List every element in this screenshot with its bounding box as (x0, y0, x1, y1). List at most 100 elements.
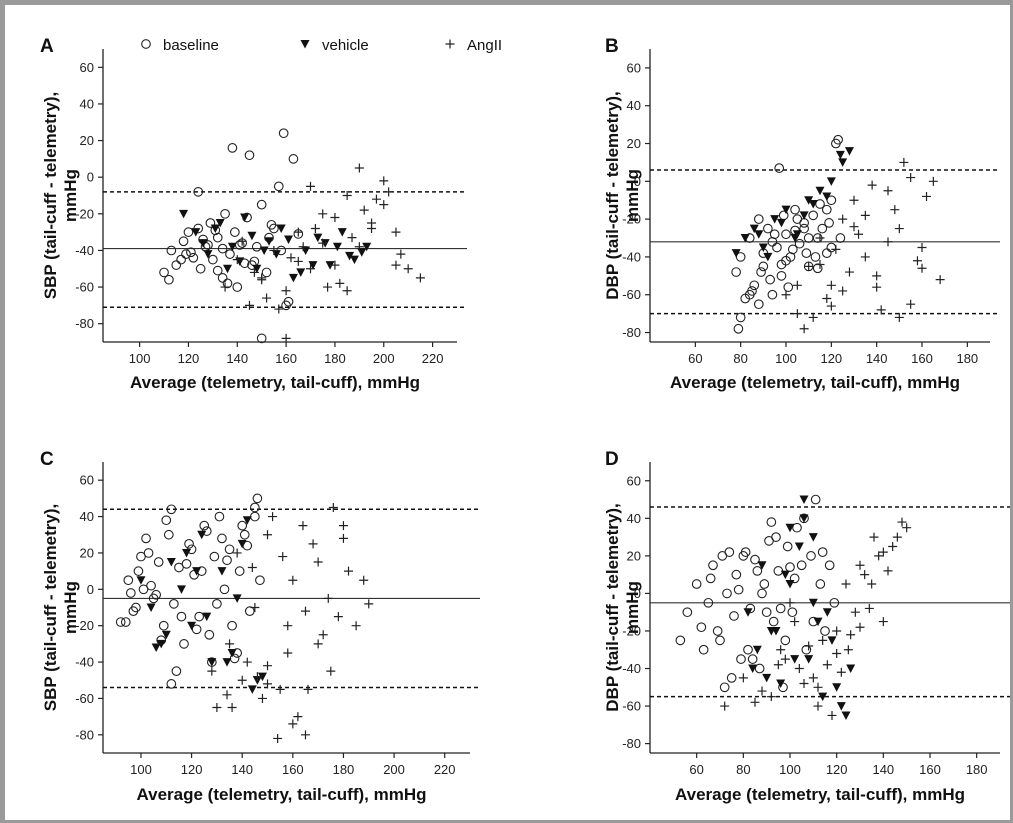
data-point-angii (912, 256, 922, 266)
data-point-angii (867, 180, 877, 190)
data-point-baseline (785, 562, 795, 572)
y-axis-title: SBP (tail-cuff - telemetry),mmHg (41, 92, 80, 300)
legend-label-angii: AngII (467, 37, 502, 54)
data-point-baseline (208, 254, 218, 265)
data-point-angii (351, 621, 361, 631)
data-point-baseline (252, 493, 263, 504)
data-point-vehicle (182, 548, 192, 558)
y-tick-label: -20 (622, 212, 641, 227)
y-tick-label: 40 (627, 511, 641, 526)
x-tick-label: 60 (689, 762, 703, 777)
data-point-baseline (179, 639, 189, 649)
data-point-vehicle (731, 249, 741, 258)
data-point-baseline (750, 554, 760, 565)
legend-label-baseline: baseline (163, 37, 219, 54)
y-tick-label: 0 (634, 174, 641, 189)
data-point-vehicle (804, 655, 814, 664)
series-baseline (159, 128, 304, 344)
data-point-angii (318, 238, 328, 248)
data-point-vehicle (247, 231, 257, 241)
data-point-baseline (757, 588, 767, 599)
data-point-angii (330, 260, 340, 270)
data-point-vehicle (836, 702, 846, 711)
data-point-angii (720, 701, 730, 711)
data-point-angii (300, 606, 310, 616)
data-point-baseline (161, 515, 172, 526)
data-point-angii (300, 730, 310, 740)
data-point-vehicle (808, 533, 818, 542)
x-tick-label: 200 (373, 351, 395, 366)
data-point-vehicle (804, 196, 814, 205)
data-point-vehicle (799, 514, 809, 523)
x-tick-label: 80 (736, 762, 750, 777)
data-point-angii (872, 282, 882, 292)
data-point-baseline (125, 588, 136, 598)
data-point-angii (313, 639, 323, 649)
data-point-angii (275, 684, 285, 694)
data-point-baseline (776, 259, 787, 270)
data-point-baseline (829, 597, 840, 608)
data-point-baseline (712, 626, 723, 636)
data-point-vehicle (357, 248, 367, 257)
data-point-baseline (225, 249, 235, 259)
data-point-baseline (266, 219, 277, 230)
data-point-baseline (696, 622, 707, 633)
data-point-angii (869, 532, 879, 542)
data-point-vehicle (770, 215, 780, 224)
data-point-baseline (174, 562, 184, 573)
data-point-baseline (176, 254, 186, 265)
data-point-angii (344, 566, 354, 576)
data-point-vehicle (740, 234, 750, 243)
data-point-baseline (743, 644, 753, 655)
data-point-baseline (222, 555, 232, 566)
data-point-angii (371, 194, 381, 204)
data-point-vehicle (780, 570, 790, 580)
data-point-angii (310, 223, 320, 233)
data-point-angii (354, 242, 364, 252)
y-tick-label: 20 (627, 136, 641, 151)
x-tick-label: 180 (333, 762, 355, 777)
data-point-vehicle (790, 234, 800, 243)
data-point-angii (822, 294, 832, 304)
x-tick-label: 60 (688, 351, 702, 366)
series-angii (220, 163, 425, 343)
data-point-baseline (141, 533, 151, 544)
data-point-vehicle (794, 542, 804, 551)
data-point-vehicle (752, 645, 762, 655)
data-point-vehicle (827, 636, 837, 645)
x-tick-label: 160 (282, 762, 304, 777)
data-point-angii (379, 200, 389, 210)
y-tick-label: -40 (622, 661, 641, 676)
data-point-vehicle (813, 617, 823, 627)
data-point-baseline (191, 624, 202, 635)
data-point-vehicle (215, 218, 225, 228)
data-point-baseline (761, 607, 772, 618)
data-point-angii (781, 290, 791, 300)
data-point-baseline (736, 654, 746, 664)
data-point-baseline (237, 520, 248, 531)
panel-D: D -80 -60 -40 -20 0 20 40 60 60 80 100 120 140 160 180A… (603, 449, 1010, 804)
data-point-angii (815, 233, 825, 243)
data-point-angii (313, 557, 323, 567)
y-tick-label: 40 (80, 96, 94, 111)
y-axis-title: SBP (tail-cuff - telemetry),mmHg (41, 504, 80, 712)
y-tick-label: -60 (622, 287, 641, 302)
data-point-baseline (166, 504, 177, 515)
data-point-angii (790, 617, 800, 627)
data-point-baseline (212, 599, 222, 609)
data-point-baseline (733, 323, 744, 334)
data-point-vehicle (288, 273, 298, 283)
y-tick-label: 20 (627, 548, 641, 563)
x-tick-label: 100 (779, 762, 801, 777)
data-point-angii (335, 278, 345, 288)
data-point-baseline (752, 566, 763, 576)
data-point-angii (212, 703, 222, 713)
data-point-baseline (731, 569, 742, 580)
panel-letter: C (40, 449, 54, 470)
data-point-baseline (153, 557, 164, 567)
data-point-angii (281, 333, 291, 343)
data-point-baseline (833, 134, 843, 145)
data-point-baseline (726, 673, 737, 683)
data-point-vehicle (835, 150, 845, 160)
y-axis-title-line: mmHg (61, 581, 80, 634)
